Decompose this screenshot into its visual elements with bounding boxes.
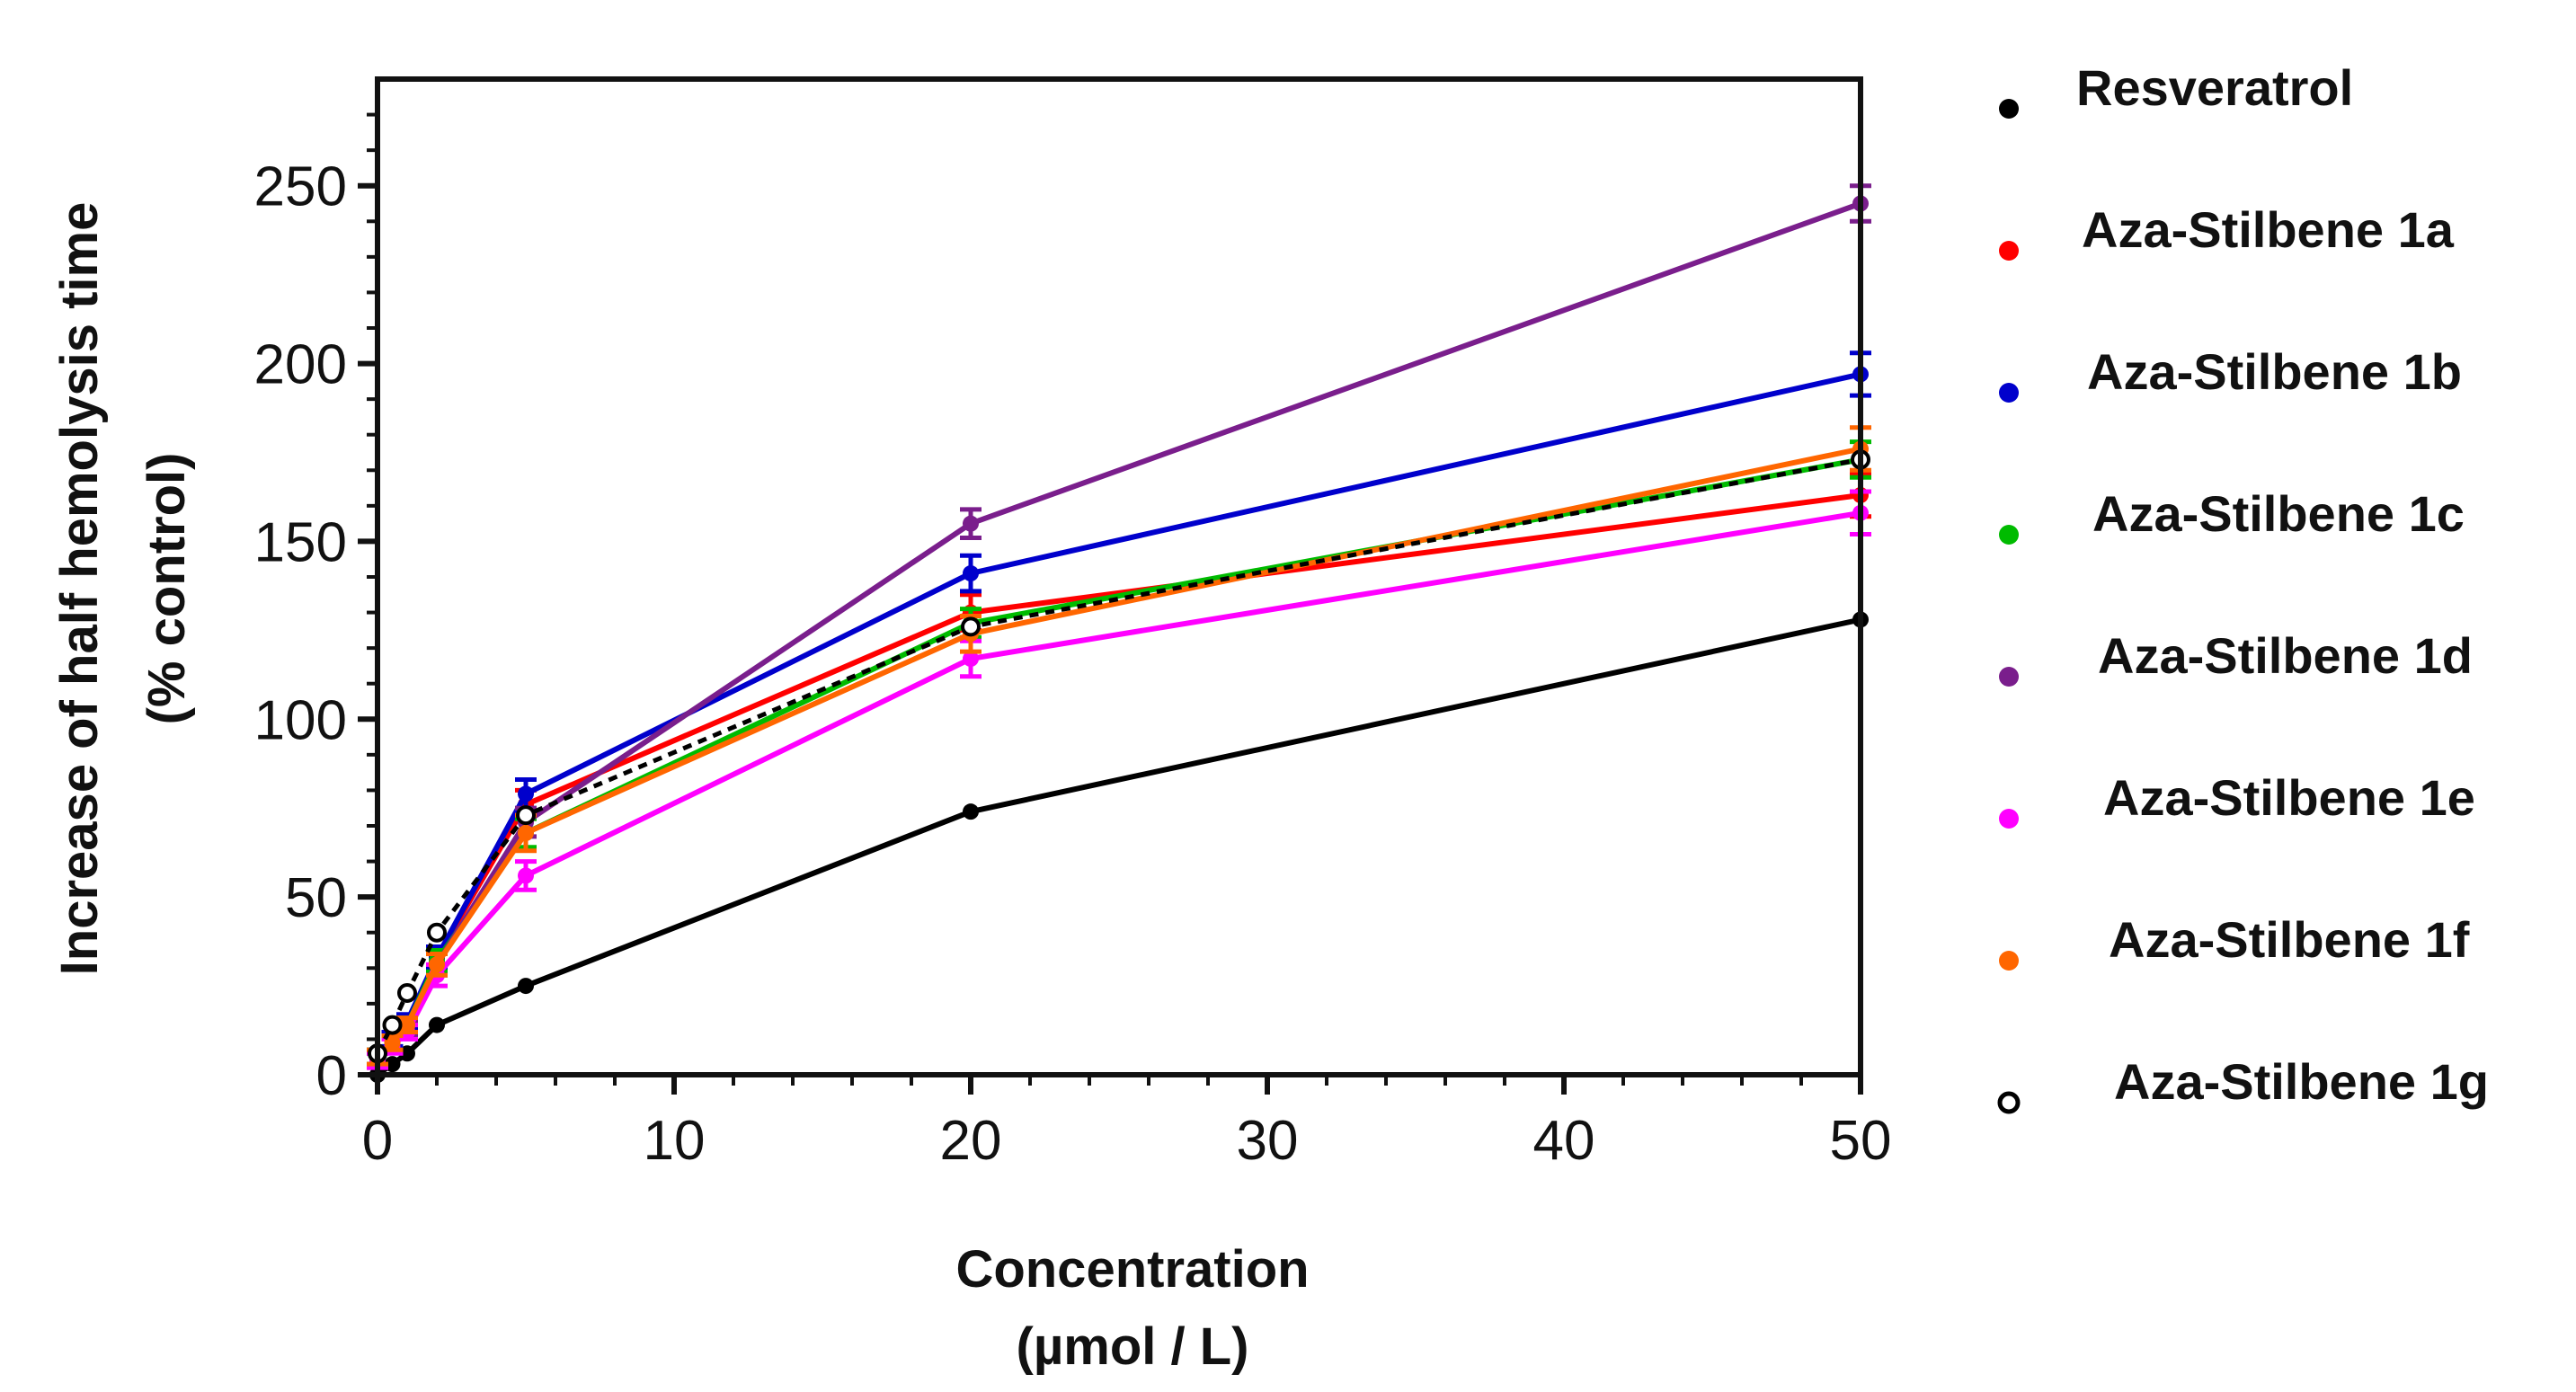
axes: 0 50 100 150 200 250 0 10 20 30 40 50: [254, 76, 1892, 1172]
y-axis-unit: (% control): [138, 453, 196, 725]
x-tick-label: 30: [1237, 1110, 1299, 1172]
series-line: [376, 616, 1861, 1077]
plot-area: [367, 183, 1871, 1083]
x-tick-label: 0: [362, 1110, 393, 1172]
legend-marker: [1999, 809, 2019, 829]
y-tick-label: 50: [285, 867, 347, 929]
data-point: [963, 651, 979, 668]
legend-item-aza-stilbene-1e: Aza-Stilbene 1e: [1999, 769, 2475, 829]
legend-marker: [1997, 1091, 2021, 1114]
legend-item-aza-stilbene-1c: Aza-Stilbene 1c: [1999, 485, 2465, 545]
legend: Resveratrol Aza-Stilbene 1a Aza-Stilbene 1…: [1997, 59, 2489, 1114]
series-resveratrol: [369, 611, 1869, 1083]
data-point: [516, 805, 536, 826]
legend-item-aza-stilbene-1f: Aza-Stilbene 1f: [1999, 911, 2470, 971]
legend-item-aza-stilbene-1b: Aza-Stilbene 1b: [1999, 343, 2462, 403]
series-aza-stilbene-1d: [367, 183, 1871, 1070]
series-aza-stilbene-1g: [368, 449, 1870, 1064]
legend-item-aza-stilbene-1g: Aza-Stilbene 1g: [1997, 1053, 2489, 1114]
legend-marker: [1999, 241, 2019, 261]
y-tick-label: 150: [254, 511, 347, 573]
series-line: [375, 492, 1861, 1060]
data-point: [963, 803, 979, 820]
x-axis-title: Concentration: [955, 1240, 1309, 1299]
data-point: [382, 1015, 403, 1035]
y-tick-label: 0: [316, 1045, 347, 1107]
data-point: [384, 1034, 401, 1051]
legend-item-resveratrol: Resveratrol: [1999, 59, 2353, 119]
x-axis-unit: (µmol / L): [1017, 1317, 1249, 1376]
data-point: [961, 616, 981, 637]
legend-marker: [1999, 383, 2019, 403]
legend-label: Aza-Stilbene 1e: [2103, 769, 2475, 826]
data-point: [963, 515, 979, 532]
y-tick-label: 100: [254, 689, 347, 751]
legend-label: Aza-Stilbene 1g: [2114, 1053, 2489, 1110]
data-point: [429, 956, 445, 973]
legend-marker: [1999, 951, 2019, 971]
x-tick-label: 50: [1830, 1110, 1892, 1172]
axis-frame: [375, 76, 1863, 1077]
data-point: [518, 867, 534, 884]
data-point: [963, 565, 979, 582]
y-tick-label: 250: [254, 156, 347, 218]
legend-label: Aza-Stilbene 1f: [2109, 911, 2470, 968]
legend-label: Aza-Stilbene 1a: [2082, 201, 2455, 258]
series-aza-stilbene-1a: [367, 471, 1871, 1067]
data-point: [518, 785, 534, 802]
legend-label: Resveratrol: [2076, 59, 2353, 116]
legend-marker: [1999, 99, 2019, 119]
legend-label: Aza-Stilbene 1b: [2087, 343, 2462, 400]
legend-marker: [1999, 667, 2019, 687]
data-point: [518, 824, 534, 841]
series-aza-stilbene-1c: [367, 439, 1871, 1067]
legend-label: Aza-Stilbene 1d: [2098, 627, 2473, 684]
legend-item-aza-stilbene-1a: Aza-Stilbene 1a: [1999, 201, 2455, 261]
y-tick-label: 200: [254, 334, 347, 396]
axis-titles: Concentration (µmol / L) Increase of half …: [50, 202, 1310, 1376]
x-tick-label: 10: [644, 1110, 706, 1172]
data-point: [397, 982, 417, 1003]
x-tick-label: 20: [940, 1110, 1002, 1172]
legend-marker: [1999, 525, 2019, 545]
legend-item-aza-stilbene-1d: Aza-Stilbene 1d: [1999, 627, 2473, 687]
x-tick-label: 40: [1533, 1110, 1595, 1172]
data-point: [427, 922, 447, 943]
data-point: [399, 1016, 415, 1033]
legend-label: Aza-Stilbene 1c: [2092, 485, 2465, 542]
y-axis-title: Increase of half hemolysis time: [50, 202, 109, 976]
data-point: [429, 1016, 445, 1033]
data-point: [518, 978, 534, 995]
